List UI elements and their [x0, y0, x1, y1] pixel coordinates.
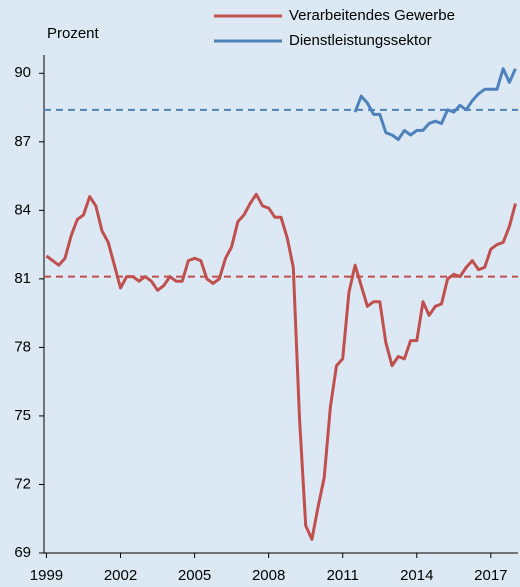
legend-label: Verarbeitendes Gewerbe — [289, 7, 455, 24]
y-axis-label: Prozent — [47, 25, 100, 42]
x-tick-label: 2005 — [178, 567, 211, 584]
y-tick-label: 84 — [14, 201, 31, 218]
x-tick-label: 2011 — [327, 567, 359, 584]
y-tick-label: 90 — [14, 64, 31, 81]
series-line — [353, 67, 517, 141]
x-tick-label: 2017 — [474, 567, 507, 584]
y-tick-label: 78 — [14, 338, 31, 355]
y-tick-label: 87 — [14, 133, 31, 150]
y-tick-label: 81 — [14, 270, 31, 287]
x-tick-label: 2008 — [252, 567, 285, 584]
x-tick-label: 2014 — [400, 567, 433, 584]
y-tick-label: 69 — [14, 544, 31, 561]
y-tick-label: 75 — [14, 407, 31, 424]
series-line — [45, 192, 517, 541]
y-tick-label: 72 — [14, 475, 31, 492]
legend-label: Dienstleistungssektor — [289, 32, 432, 49]
x-tick-label: 1999 — [30, 567, 63, 584]
x-tick-label: 2002 — [104, 567, 137, 584]
